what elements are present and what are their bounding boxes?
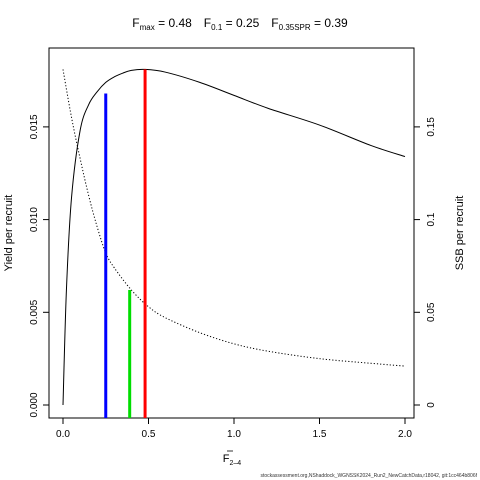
- fmax-label: F: [132, 16, 139, 30]
- footer-text: stockassessment.org,NShaddock_WGNSSK2024…: [260, 473, 477, 479]
- y-left-axis: 0.000 0.005 0.010 0.015: [29, 114, 50, 418]
- fspr-sub: 0.35SPR: [279, 23, 311, 32]
- x-tick-label: 1.0: [227, 429, 241, 440]
- x-axis-label: F2–4: [223, 453, 242, 467]
- x-axis-label-main: F: [223, 453, 230, 465]
- x-tick-label: 2.0: [398, 429, 412, 440]
- fmax-value: = 0.48: [155, 16, 192, 30]
- f01-label: F: [204, 16, 211, 30]
- y-right-tick-label: 0: [426, 402, 437, 408]
- y-right-axis-label: SSB per recruit: [454, 196, 466, 271]
- chart-title: Fmax = 0.48 F0.1 = 0.25 F0.35SPR = 0.39: [132, 16, 348, 32]
- plot-frame: [48, 47, 415, 419]
- series-layer: [62, 68, 406, 406]
- ssb-per-recruit-line: [62, 69, 406, 367]
- y-left-axis-label: Yield per recruit: [3, 195, 15, 272]
- x-tick-label: 0.5: [142, 429, 156, 440]
- y-right-tick-label: 0.1: [426, 212, 437, 226]
- x-axis-label-sub: 2–4: [230, 460, 242, 467]
- yield-per-recruit-line: [62, 68, 406, 406]
- y-right-axis: 0 0.05 0.1 0.15: [413, 117, 437, 408]
- x-tick-label: 0.0: [56, 429, 70, 440]
- x-axis: 0.0 0.5 1.0 1.5 2.0: [56, 417, 412, 440]
- fspr-label: F: [271, 16, 278, 30]
- y-right-tick-label: 0.15: [426, 117, 437, 137]
- f01-sub: 0.1: [211, 23, 223, 32]
- y-left-tick-label: 0.000: [29, 392, 40, 417]
- reference-lines: [104, 69, 147, 418]
- y-left-tick-label: 0.005: [29, 299, 40, 324]
- y-left-tick-label: 0.015: [29, 114, 40, 139]
- fspr-value: = 0.39: [311, 16, 348, 30]
- f01-value: = 0.25: [222, 16, 259, 30]
- fmax-sub: max: [140, 23, 155, 32]
- y-right-tick-label: 0.05: [426, 302, 437, 322]
- y-left-tick-label: 0.010: [29, 207, 40, 232]
- x-tick-label: 1.5: [313, 429, 327, 440]
